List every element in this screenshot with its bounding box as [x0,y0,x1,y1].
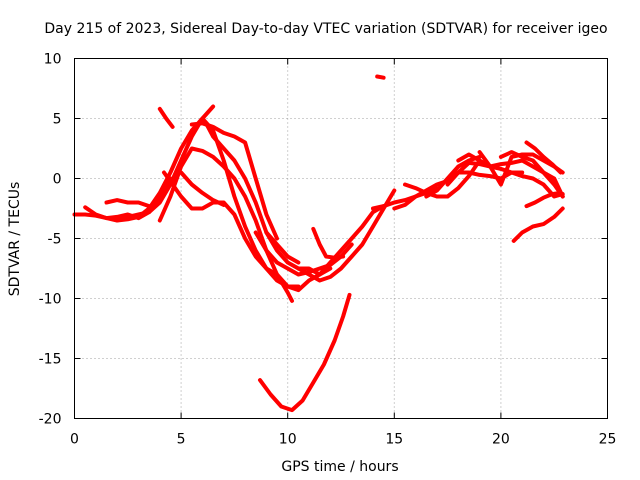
data-series-arc-15 [258,292,352,413]
y-tick-label: -10 [39,292,62,308]
data-series-arc-24 [498,150,565,199]
y-tick-label: -5 [48,232,62,248]
data-series-arc-12 [264,230,301,265]
data-series-arc-7 [157,146,294,303]
y-tick-label: 0 [53,172,62,188]
data-series-arc-16 [375,74,386,80]
data-series-arc-1 [72,176,173,221]
plot-frame [74,58,608,419]
axis-ticks: 0 5 10 15 20 25 10 5 0 -5 -10 -15 -20 [39,52,617,448]
y-tick-label: -15 [39,352,62,368]
data-series-arc-6 [162,170,301,289]
y-tick-label: -20 [39,412,62,428]
x-tick-label: 20 [492,432,510,448]
data-series-arc-20 [424,154,482,199]
x-axis-label: GPS time / hours [281,459,398,475]
data-series-arc-8 [179,170,226,207]
data-series-arc-4 [115,104,216,223]
y-tick-label: 5 [53,112,62,128]
x-tick-label: 10 [279,432,297,448]
x-tick-label: 25 [599,432,617,448]
data-series-arc-13 [296,188,397,283]
data-series-arc-3 [104,198,152,209]
data-series-arc-5 [157,106,175,129]
data-series-arc-14 [311,226,346,260]
x-tick-label: 0 [70,432,79,448]
x-tick-label: 15 [385,432,403,448]
data-series-arc-27 [524,190,563,209]
chart-title: Day 215 of 2023, Sidereal Day-to-day VTE… [44,21,607,37]
y-tick-label: 10 [44,52,62,68]
grid [74,58,608,419]
data-series-layer [72,74,565,413]
data-series-arc-22 [456,152,565,199]
data-series-arc-26 [511,206,565,243]
data-series-arc-25 [524,140,563,175]
data-series-arc-19 [403,158,482,199]
x-tick-label: 5 [177,432,186,448]
y-axis-label: SDTVAR / TECUs [7,182,23,297]
